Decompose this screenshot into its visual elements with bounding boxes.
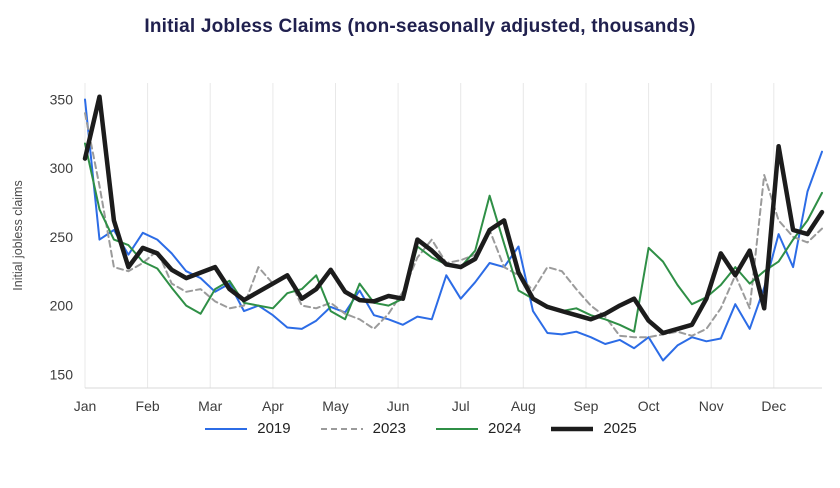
series-line-2025 bbox=[82, 94, 825, 336]
x-tick-label: May bbox=[322, 398, 348, 414]
legend-label-2025: 2025 bbox=[603, 420, 637, 437]
legend-item-2019: 2019 bbox=[203, 420, 291, 437]
legend-item-2025: 2025 bbox=[549, 420, 637, 437]
x-tick-label: Apr bbox=[262, 398, 284, 414]
y-tick-label: 200 bbox=[50, 298, 74, 314]
y-tick-label: 300 bbox=[50, 160, 74, 176]
y-tick-label: 350 bbox=[50, 92, 74, 108]
x-tick-label: Oct bbox=[638, 398, 660, 414]
chart-page: Initial Jobless Claims (non-seasonally a… bbox=[0, 16, 840, 488]
y-axis-title: Initial jobless claims bbox=[11, 180, 25, 290]
x-tick-label: Mar bbox=[198, 398, 222, 414]
line-chart: Jan Feb Mar Apr May Jun Jul Aug Sep Oct Nov Dec 150 2… bbox=[0, 46, 840, 416]
legend-swatch-2023 bbox=[320, 427, 363, 430]
x-tick-label: Aug bbox=[511, 398, 536, 414]
y-tick-label: 250 bbox=[50, 229, 74, 245]
legend-item-2024: 2024 bbox=[434, 420, 521, 437]
legend-label-2023: 2023 bbox=[372, 420, 406, 437]
x-tick-label: Jan bbox=[74, 398, 97, 414]
y-tick-label: 150 bbox=[50, 366, 74, 382]
x-tick-label: Sep bbox=[574, 398, 599, 414]
legend-item-2023: 2023 bbox=[319, 420, 406, 437]
chart-canvas: Jan Feb Mar Apr May Jun Jul Aug Sep Oct Nov Dec 150 2… bbox=[11, 83, 825, 414]
legend-swatch-2024 bbox=[436, 427, 478, 430]
legend-swatch-2019 bbox=[205, 427, 248, 430]
x-tick-label: Jul bbox=[452, 398, 470, 414]
x-tick-label: Feb bbox=[136, 398, 160, 414]
series-line-2019 bbox=[84, 98, 823, 362]
chart-legend: 2019 2023 2024 2025 bbox=[0, 420, 840, 437]
chart-title: Initial Jobless Claims (non-seasonally a… bbox=[144, 16, 696, 37]
legend-label-2019: 2019 bbox=[257, 420, 291, 437]
x-tick-label: Dec bbox=[761, 398, 786, 414]
series-line-2023 bbox=[84, 112, 823, 339]
x-tick-label: Jun bbox=[387, 398, 410, 414]
legend-swatch-2025 bbox=[551, 426, 594, 431]
x-tick-label: Nov bbox=[699, 398, 724, 414]
legend-label-2024: 2024 bbox=[488, 420, 522, 437]
